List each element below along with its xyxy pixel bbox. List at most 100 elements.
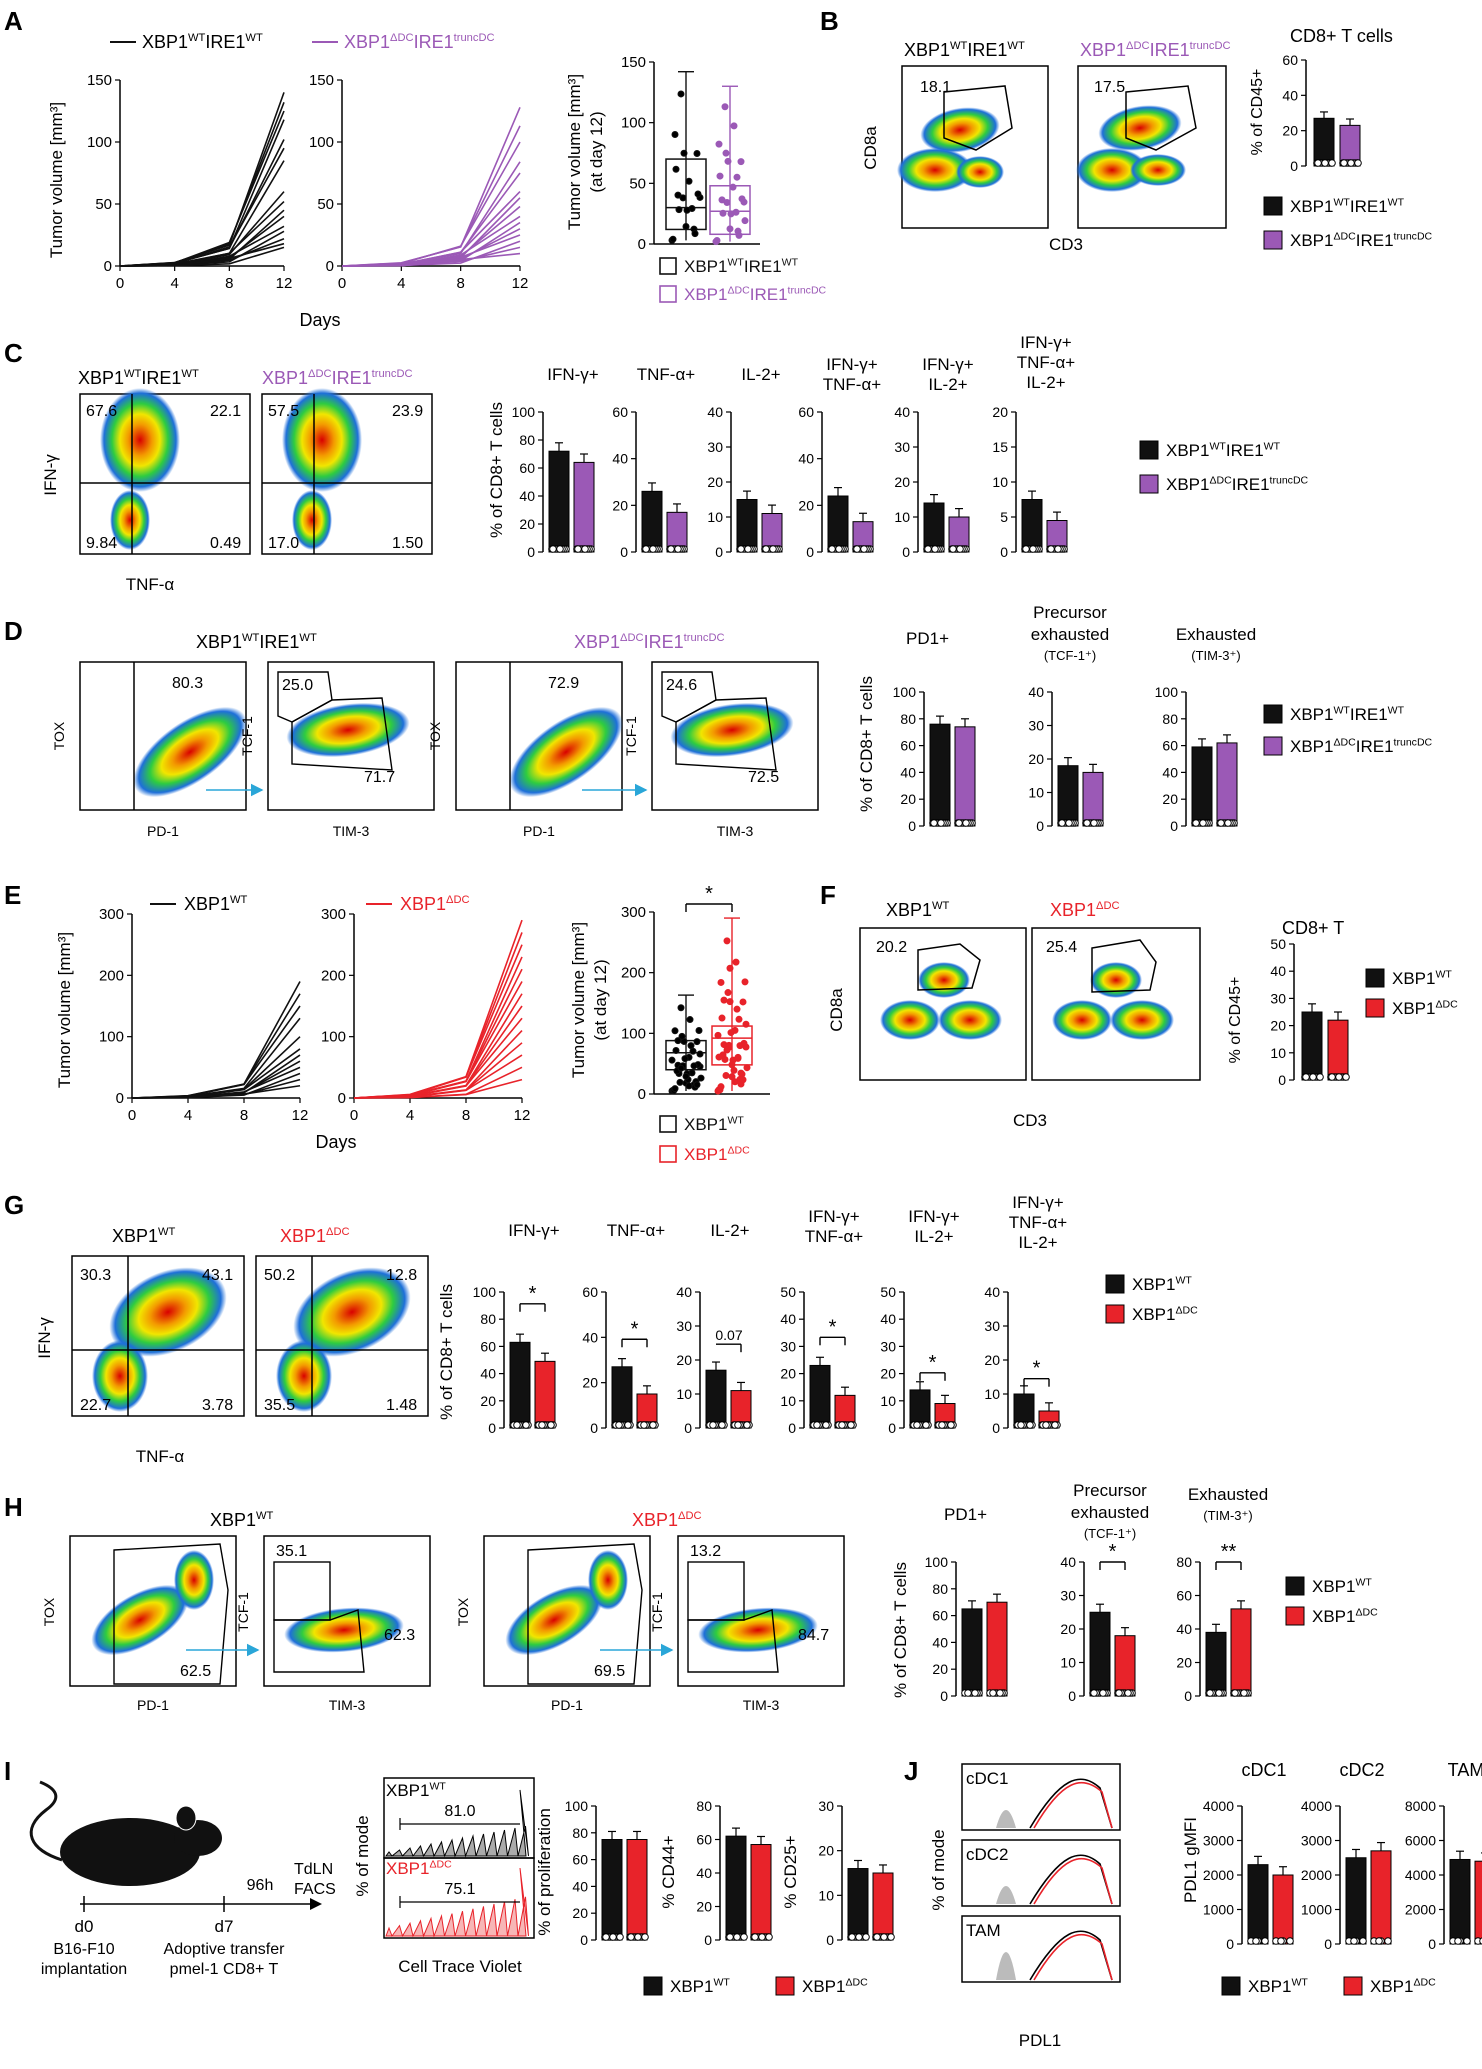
data-point xyxy=(735,1054,741,1060)
h1-bar-0 xyxy=(1090,1612,1110,1696)
y-tick-label: 150 xyxy=(309,72,334,89)
data-point xyxy=(678,1005,684,1011)
g-bar-title: IFN-γ+ xyxy=(908,1207,960,1226)
h-bar-title-exhausted: exhausted xyxy=(1071,1503,1149,1522)
f-cd8-pop xyxy=(1090,962,1142,998)
h-density2 xyxy=(174,1550,214,1610)
a-x-label: Days xyxy=(299,310,340,330)
a-wt-series-line xyxy=(120,210,284,266)
y-tick-label: 0 xyxy=(908,818,916,834)
h-q-tcf1: 35.1 xyxy=(276,1543,307,1560)
i-d7: d7 xyxy=(215,1917,234,1936)
j-bar-title: cDC2 xyxy=(1339,1760,1384,1780)
data-point xyxy=(1348,160,1355,167)
y-tick-label: 2000 xyxy=(1405,1902,1436,1918)
data-point xyxy=(684,207,690,213)
d-bar-title-exhausted: exhausted xyxy=(1031,625,1109,644)
y-tick-label: 0 xyxy=(338,1090,346,1107)
f-pop2 xyxy=(880,1000,940,1040)
data-point xyxy=(1018,1422,1025,1429)
d-bar-y-label: % of CD8+ T cells xyxy=(857,676,876,812)
significance-star: * xyxy=(631,1318,639,1340)
y-tick-label: 0 xyxy=(806,544,814,560)
h-ko-legend-swatch xyxy=(1286,1607,1304,1625)
data-point xyxy=(1193,820,1200,827)
d-y-label2: TCF-1 xyxy=(239,716,255,756)
j-isotype-curve xyxy=(996,1952,1016,1980)
i-bar-y-label: % CD44+ xyxy=(659,1835,678,1908)
y-tick-label: 0 xyxy=(902,544,910,560)
data-point xyxy=(694,1039,700,1045)
data-point xyxy=(672,1086,678,1092)
data-point xyxy=(744,1422,751,1429)
h-x-label2: TIM-3 xyxy=(329,1697,366,1713)
y-tick-label: 80 xyxy=(519,432,535,448)
data-point xyxy=(925,546,932,553)
d-x-label2: TIM-3 xyxy=(333,823,370,839)
y-tick-label: 60 xyxy=(932,1608,948,1624)
y-tick-label: 20 xyxy=(582,1375,598,1391)
y-tick-label: 20 xyxy=(1176,1655,1192,1671)
data-point xyxy=(675,1038,681,1044)
c-bar-title: TNF-α+ xyxy=(637,365,696,384)
y-tick-label: 80 xyxy=(932,1581,948,1597)
data-point xyxy=(965,1690,972,1697)
x-tick-label: 0 xyxy=(128,1107,136,1124)
panel-label: D xyxy=(4,616,23,646)
a-wt-legend-swatch xyxy=(660,258,676,274)
data-point xyxy=(1084,820,1091,827)
y-tick-label: 0 xyxy=(638,1086,646,1103)
j-hist-label: cDC1 xyxy=(966,1769,1009,1788)
y-tick-label: 300 xyxy=(99,906,124,923)
j0-bar-0 xyxy=(1248,1865,1268,1944)
y-tick-label: 0 xyxy=(326,258,334,275)
data-point xyxy=(617,1934,624,1941)
data-point xyxy=(714,238,720,244)
b-ko-legend-label: XBP1ΔDCIRE1truncDC xyxy=(1290,231,1433,250)
g-bar-title: IL-2+ xyxy=(914,1227,953,1246)
y-tick-label: 40 xyxy=(707,404,723,420)
h2-bar-1 xyxy=(1231,1609,1251,1696)
y-tick-label: 0 xyxy=(1278,1072,1286,1088)
data-point xyxy=(727,1934,734,1941)
y-tick-label: 20 xyxy=(894,474,910,490)
j-bar-title: TAM xyxy=(1448,1760,1482,1780)
d-bar-title-precursor: Precursor xyxy=(1033,603,1107,622)
h-bar-title-pd1: PD1+ xyxy=(944,1505,987,1524)
data-point xyxy=(718,1084,724,1090)
y-tick-label: 5 xyxy=(1000,509,1008,525)
y-tick-label: 40 xyxy=(880,1311,896,1327)
data-point xyxy=(738,159,744,165)
data-point xyxy=(539,1422,546,1429)
y-tick-label: 0 xyxy=(826,1932,834,1948)
data-point xyxy=(829,546,836,553)
data-point xyxy=(575,546,582,553)
significance-star: ** xyxy=(1221,1541,1237,1563)
data-point xyxy=(763,546,770,553)
g-q4: 3.78 xyxy=(202,1397,233,1414)
j-bar-y-label: PDL1 gMFI xyxy=(1181,1817,1200,1903)
h-bar-title-tcf: (TCF-1⁺) xyxy=(1084,1526,1136,1541)
data-point xyxy=(717,173,723,179)
panel-label: F xyxy=(820,880,836,910)
data-point xyxy=(557,546,564,553)
data-point xyxy=(675,546,682,553)
data-point xyxy=(1315,160,1322,167)
data-point xyxy=(740,1077,746,1083)
e-box-y-label: Tumor volume [mm³] xyxy=(569,922,588,1078)
data-point xyxy=(743,1021,749,1027)
y-tick-label: 300 xyxy=(321,906,346,923)
y-tick-label: 30 xyxy=(1060,1588,1076,1604)
g-q2: 12.8 xyxy=(386,1267,417,1284)
data-point xyxy=(734,174,740,180)
i2-bar-1 xyxy=(873,1873,893,1940)
j2-bar-1 xyxy=(1475,1861,1482,1944)
f-pop3 xyxy=(938,1000,1002,1040)
data-point xyxy=(738,546,745,553)
data-point xyxy=(710,1422,717,1429)
data-point xyxy=(1329,160,1336,167)
g0-bar-1 xyxy=(535,1361,555,1428)
y-tick-label: 100 xyxy=(1155,684,1179,700)
data-point xyxy=(1100,1690,1107,1697)
e-y-label: Tumor volume [mm³] xyxy=(55,932,74,1088)
